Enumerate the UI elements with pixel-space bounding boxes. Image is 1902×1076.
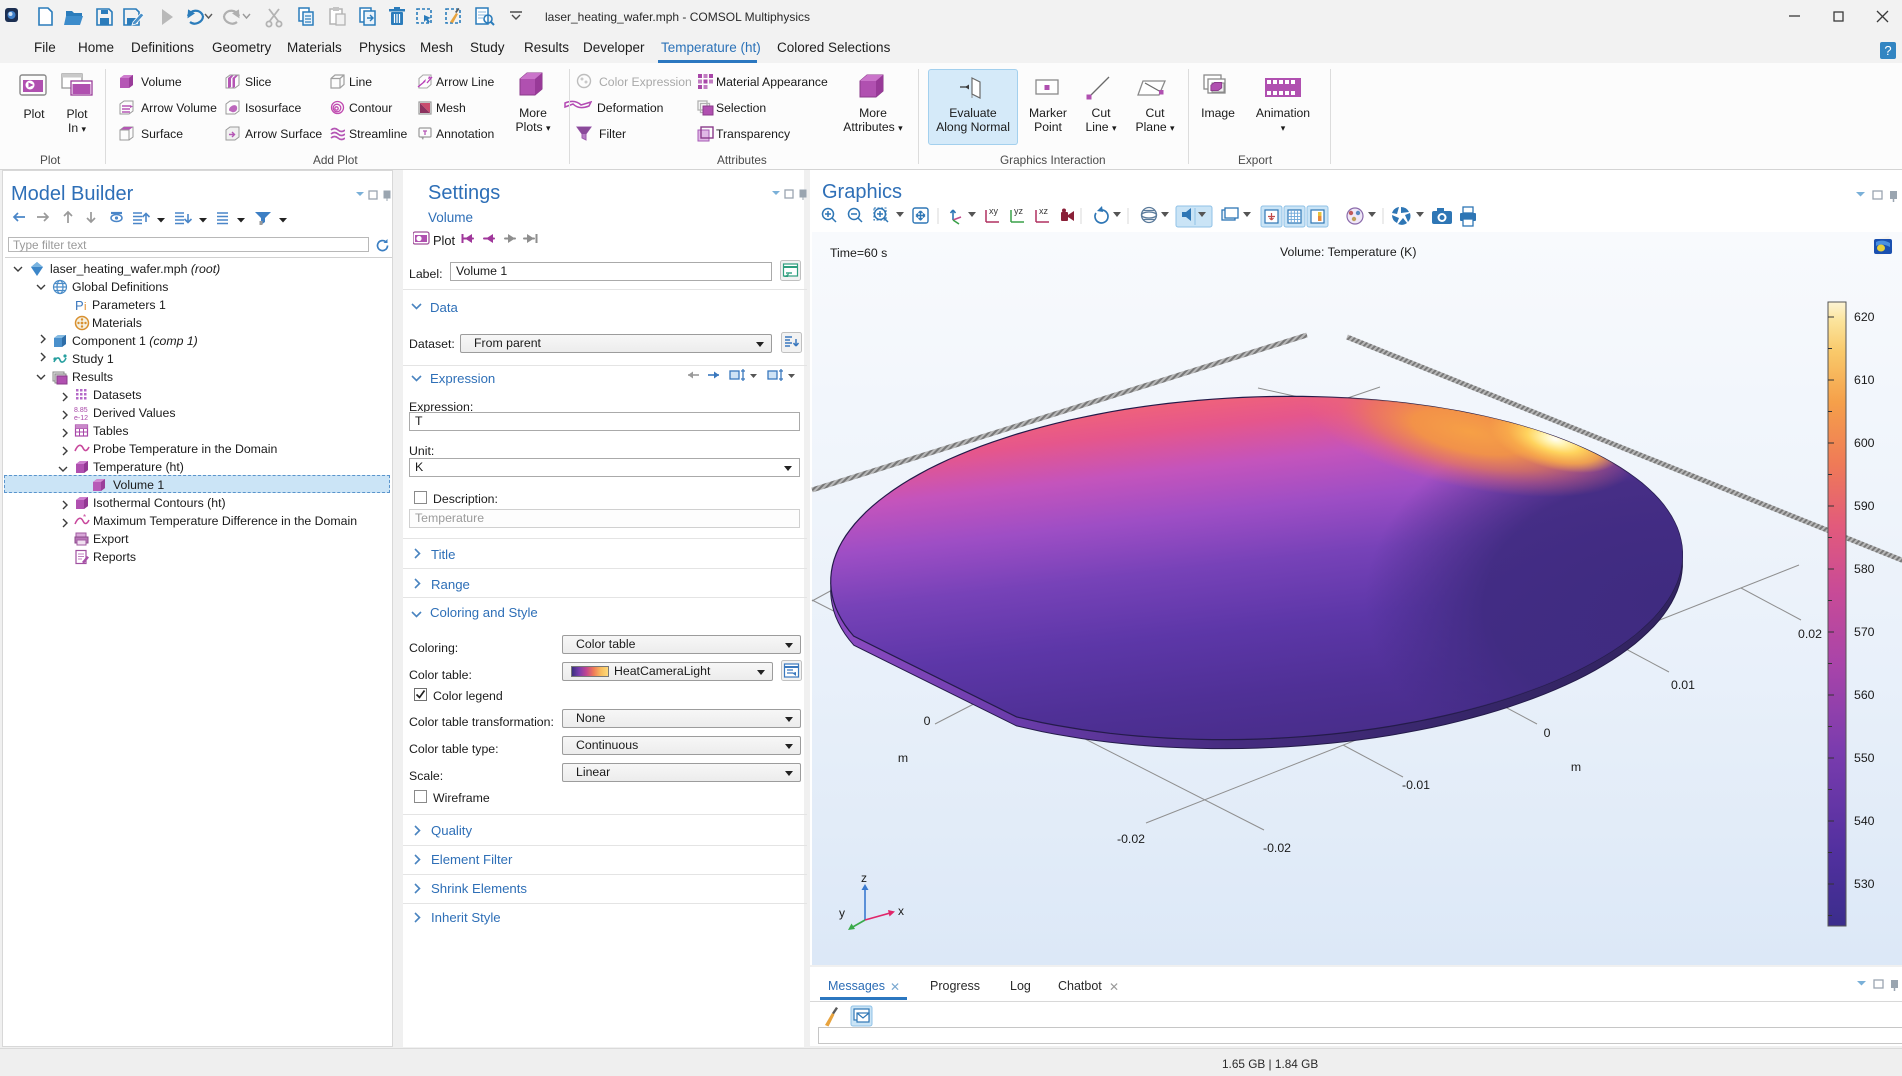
svg-text:yz: yz bbox=[1014, 206, 1024, 216]
svg-text:P: P bbox=[75, 298, 84, 313]
svg-text:580: 580 bbox=[1854, 562, 1875, 576]
svg-text:-0.02: -0.02 bbox=[1117, 832, 1145, 846]
svg-text:610: 610 bbox=[1854, 373, 1875, 387]
svg-text:x: x bbox=[898, 904, 904, 918]
svg-text:8.85: 8.85 bbox=[74, 407, 88, 414]
svg-text:620: 620 bbox=[1854, 310, 1875, 324]
svg-text:560: 560 bbox=[1854, 688, 1875, 702]
svg-text:i: i bbox=[84, 301, 86, 313]
svg-text:0: 0 bbox=[1544, 726, 1551, 740]
svg-text:*: * bbox=[83, 513, 86, 522]
svg-text:540: 540 bbox=[1854, 814, 1875, 828]
svg-text:0.02: 0.02 bbox=[1798, 627, 1822, 641]
svg-text:z: z bbox=[861, 871, 867, 885]
svg-text:550: 550 bbox=[1854, 751, 1875, 765]
svg-text:-0.01: -0.01 bbox=[1402, 778, 1430, 792]
svg-text:0.01: 0.01 bbox=[1671, 678, 1695, 692]
svg-text:-0.02: -0.02 bbox=[1263, 841, 1291, 855]
svg-text:530: 530 bbox=[1854, 877, 1875, 891]
svg-text:570: 570 bbox=[1854, 625, 1875, 639]
svg-text:590: 590 bbox=[1854, 499, 1875, 513]
svg-text:e-12: e-12 bbox=[74, 415, 88, 421]
svg-text:600: 600 bbox=[1854, 436, 1875, 450]
svg-text:xy: xy bbox=[989, 206, 999, 216]
svg-text:xz: xz bbox=[1039, 206, 1049, 216]
svg-text:m: m bbox=[898, 751, 908, 765]
svg-text:0: 0 bbox=[924, 714, 931, 728]
svg-text:m: m bbox=[1571, 760, 1581, 774]
svg-text:y: y bbox=[839, 906, 845, 920]
